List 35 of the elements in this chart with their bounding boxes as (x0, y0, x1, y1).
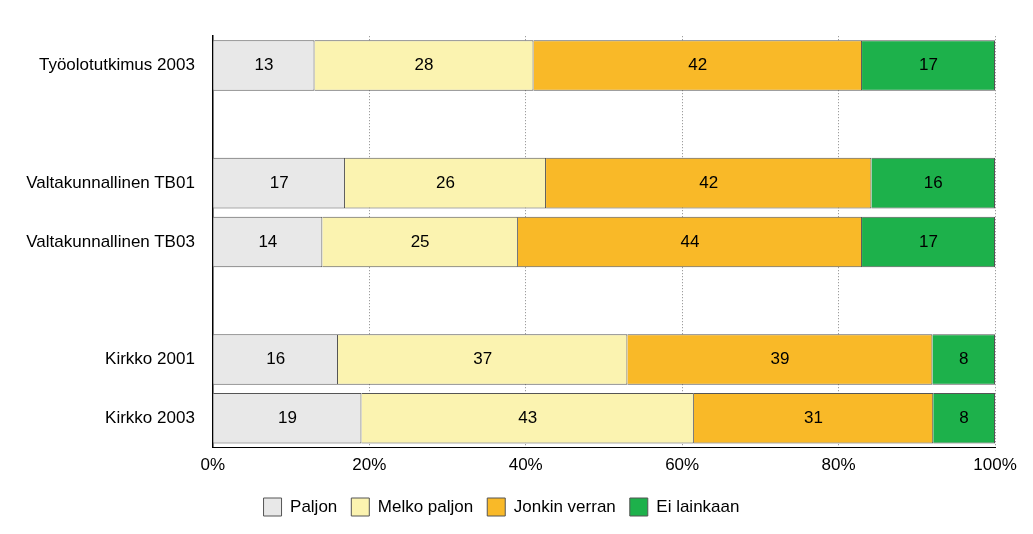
data-label: 17 (919, 55, 938, 75)
data-label: 39 (770, 349, 790, 369)
x-tick-label: 80% (821, 455, 856, 475)
data-label: 42 (688, 55, 708, 75)
x-tick-label: 0% (200, 455, 226, 475)
data-label: 17 (269, 172, 289, 192)
data-label: 31 (804, 407, 823, 427)
data-label: 14 (258, 231, 278, 251)
data-label: 17 (919, 231, 938, 251)
y-tick-label: Valtakunnallinen TB03 (26, 231, 195, 251)
x-tick-label: 20% (352, 455, 387, 475)
legend-label: Melko paljon (377, 496, 474, 516)
data-label: 8 (958, 349, 969, 369)
y-tick-label: Kirkko 2001 (105, 349, 195, 369)
legend-label: Jonkin verran (513, 496, 616, 516)
y-tick-label: Valtakunnallinen TB01 (26, 172, 195, 192)
legend-label: Paljon (290, 496, 338, 516)
data-label: 16 (266, 349, 286, 369)
data-label: 19 (277, 407, 297, 427)
data-label: 13 (254, 55, 274, 75)
data-label: 16 (923, 172, 943, 192)
y-tick-label: Kirkko 2003 (105, 407, 195, 427)
data-label: 44 (680, 231, 700, 251)
y-tick-label: Työolotutkimus 2003 (38, 55, 195, 75)
data-label: 26 (436, 172, 455, 192)
data-label: 37 (473, 349, 493, 369)
legend-label: Ei lainkaan (656, 496, 740, 516)
data-label: 28 (414, 55, 434, 75)
x-tick-label: 60% (665, 455, 700, 475)
data-label: 42 (699, 172, 719, 192)
x-tick-label: 100% (973, 455, 1017, 475)
data-label: 25 (410, 231, 430, 251)
x-tick-label: 40% (508, 455, 543, 475)
data-label: 43 (518, 407, 538, 427)
data-label: 8 (959, 407, 969, 427)
